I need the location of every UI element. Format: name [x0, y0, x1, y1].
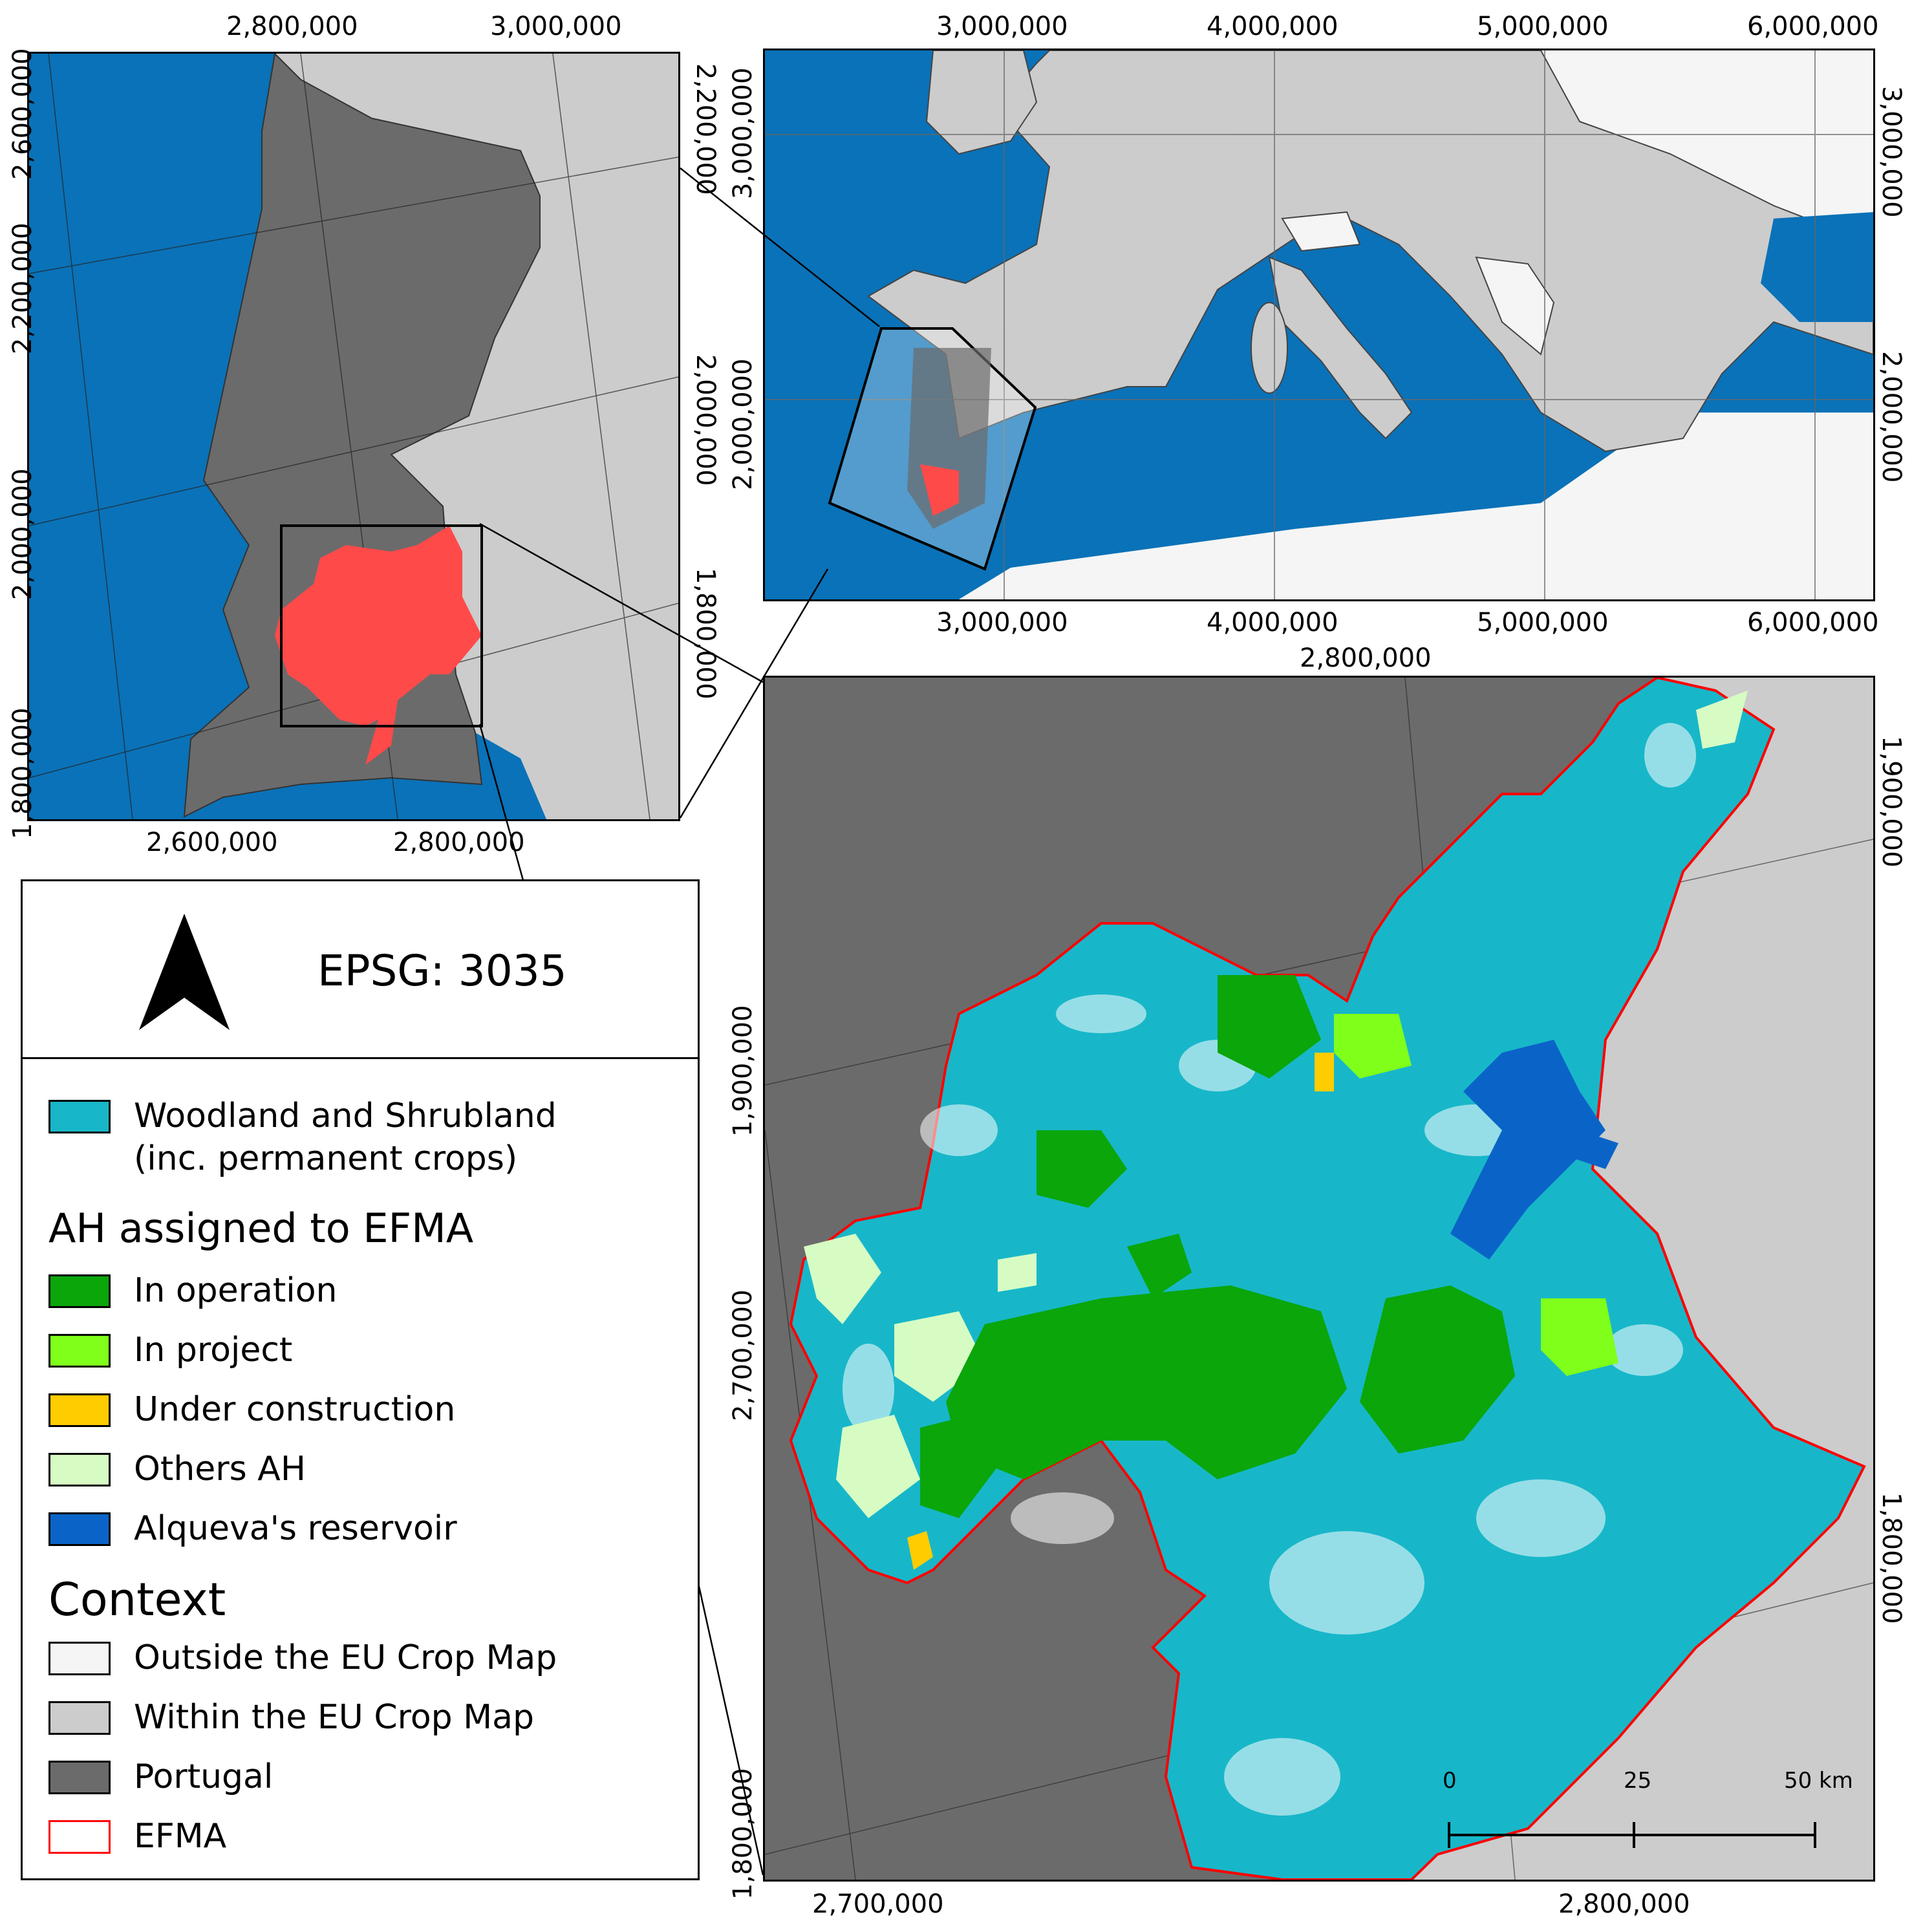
legend-item-under-construction: Under construction	[48, 1388, 455, 1431]
coord-label: 2,800,000	[1558, 1889, 1690, 1919]
legend-label: Under construction	[134, 1390, 456, 1429]
alqueva-reservoir	[1450, 1040, 1618, 1260]
legend-label: Within the EU Crop Map	[134, 1698, 534, 1737]
legend-item-in-project: In project	[48, 1329, 292, 1371]
legend-swatch	[48, 1334, 111, 1368]
legend-item-within: Within the EU Crop Map	[48, 1696, 534, 1739]
epsg-label: EPSG: 3035	[317, 946, 567, 996]
coord-label: 2,800,000	[226, 12, 358, 41]
legend-label: In project	[134, 1331, 293, 1369]
legend-swatch	[48, 1100, 111, 1133]
portugal-inset-map[interactable]	[27, 52, 680, 821]
north-arrow-icon	[139, 914, 230, 1030]
europe-inset-map[interactable]	[763, 48, 1875, 601]
legend-label: (inc. permanent crops)	[134, 1139, 518, 1178]
coord-label: 1,800,000	[728, 1768, 758, 1900]
scale-label: 25	[1624, 1768, 1652, 1794]
legend-swatch	[48, 1642, 111, 1675]
legend-swatch	[48, 1761, 111, 1794]
coord-label: 5,000,000	[1477, 12, 1609, 41]
legend-swatch	[48, 1274, 111, 1308]
legend-label: In operation	[134, 1271, 338, 1310]
coord-label: 3,000,000	[936, 12, 1068, 41]
scale-label: 0	[1443, 1768, 1457, 1794]
legend-label: Woodland and Shrubland	[134, 1097, 557, 1135]
coord-label: 5,000,000	[1477, 608, 1609, 638]
coord-label: 1,800,000	[1876, 1492, 1906, 1624]
legend-label: Outside the EU Crop Map	[134, 1638, 557, 1677]
scale-label: 50 km	[1784, 1768, 1853, 1794]
legend-swatch	[48, 1393, 111, 1427]
coord-label: 2,800,000	[1300, 643, 1432, 673]
main-map[interactable]: 0 25 50 km	[763, 676, 1875, 1882]
coord-label: 2,700,000	[728, 1289, 758, 1421]
coord-label: 1,900,000	[728, 1005, 758, 1137]
coord-label: 2,800,000	[393, 828, 525, 857]
legend-swatch	[48, 1453, 111, 1487]
legend-heading-context: Context	[48, 1573, 226, 1626]
coord-label: 4,000,000	[1207, 608, 1338, 638]
coord-label: 6,000,000	[1747, 12, 1879, 41]
legend-item-in-operation: In operation	[48, 1269, 338, 1312]
coord-label: 3,000,000	[936, 608, 1068, 638]
legend-item-others-ah: Others AH	[48, 1448, 306, 1490]
legend-item-portugal: Portugal	[48, 1755, 273, 1798]
legend-item-woodland: Woodland and Shrubland (inc. permanent c…	[48, 1095, 557, 1180]
legend-panel: EPSG: 3035 Woodland and Shrubland (inc. …	[21, 879, 700, 1880]
legend-swatch	[48, 1701, 111, 1735]
legend-header: EPSG: 3035	[23, 881, 698, 1059]
legend-item-outside: Outside the EU Crop Map	[48, 1637, 557, 1679]
in-operation-areas	[920, 975, 1515, 1518]
legend-item-alqueva: Alqueva's reservoir	[48, 1507, 457, 1550]
coord-label: 3,000,000	[490, 12, 622, 41]
legend-heading-ah: AH assigned to EFMA	[48, 1205, 474, 1252]
efma-area-inset	[275, 526, 482, 765]
coord-label: 2,600,000	[146, 828, 278, 857]
legend-item-efma: EFMA	[48, 1815, 226, 1858]
coord-label: 1,900,000	[1876, 736, 1906, 868]
legend-swatch	[48, 1512, 111, 1546]
spain-area-main	[1412, 678, 1873, 1880]
coord-label: 2,700,000	[812, 1889, 944, 1919]
legend-label: Alqueva's reservoir	[134, 1509, 457, 1548]
legend-label: Portugal	[134, 1757, 274, 1796]
scale-bar: 0 25 50 km	[1443, 1768, 1853, 1854]
legend-label: Others AH	[134, 1450, 306, 1488]
coord-label: 6,000,000	[1747, 608, 1879, 638]
legend-label: EFMA	[134, 1817, 227, 1856]
extent-box	[280, 524, 483, 727]
coord-label: 4,000,000	[1207, 12, 1338, 41]
legend-swatch	[48, 1820, 111, 1854]
